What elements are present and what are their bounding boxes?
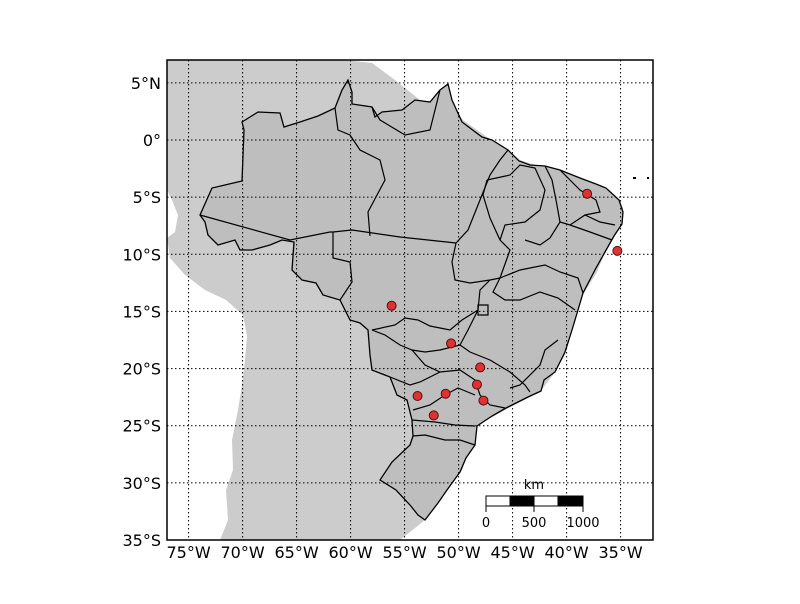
state-border [509,339,559,389]
location-marker [428,410,439,421]
state-border [371,309,479,353]
location-marker [478,395,489,406]
lat-tick-label: 10°S [122,245,161,264]
lon-tick-label: 35°W [599,543,643,562]
lat-tick-label: 5°S [133,188,161,207]
location-marker [386,300,397,311]
graticule [167,60,653,540]
state-border [411,349,506,409]
state-border [371,279,491,331]
state-border [389,371,441,386]
state-border [569,224,613,241]
location-marker [475,362,486,373]
state-border [492,277,576,311]
scale-segment [533,495,559,507]
lat-tick-label: 0° [143,131,161,150]
scale-label-500: 500 [522,516,547,531]
scale-unit-label: km [524,478,544,493]
scale-segment [557,495,584,507]
state-border [411,419,476,427]
state-border [584,214,616,226]
lat-tick-label: 30°S [122,474,161,493]
state-border [477,304,489,316]
lon-tick-label: 45°W [491,543,535,562]
lat-tick-label: 15°S [122,302,161,321]
state-border [486,164,546,241]
map-frame [166,59,654,541]
state-border [334,107,386,237]
lat-tick-label: 35°S [122,531,161,550]
location-marker [412,391,423,401]
scale-segment [509,495,535,507]
atlantic-islands [633,177,649,179]
location-marker [612,245,623,256]
lat-tick-label: 20°S [122,360,161,379]
location-marker [471,379,482,390]
scale-label-0: 0 [482,516,490,531]
lon-tick-label: 70°W [221,543,265,562]
lon-tick-label: 40°W [545,543,589,562]
map-plot-area [167,60,653,540]
location-markers [386,188,623,421]
location-marker [446,338,457,349]
lon-tick-label: 65°W [275,543,319,562]
lon-tick-label: 75°W [167,543,211,562]
state-border [412,434,476,446]
state-border [459,344,531,393]
lon-tick-label: 60°W [329,543,373,562]
tick-labels: 75°W 70°W 65°W 60°W 55°W 50°W 45°W 40°W 35°W 5°N 0… [122,74,642,562]
state-border [371,89,441,136]
lon-tick-label: 50°W [437,543,481,562]
scale-segment [485,495,511,507]
state-border [499,264,584,294]
lon-tick-label: 55°W [383,543,427,562]
brazil-territory [199,78,624,521]
island [647,177,649,179]
scale-label-1000: 1000 [566,516,599,531]
location-marker [440,388,451,399]
scale-bar: km 0 500 1000 [482,478,600,531]
lat-tick-label: 5°N [131,74,161,93]
lat-tick-label: 25°S [122,417,161,436]
location-marker [582,188,593,199]
state-border [451,242,501,284]
island [633,177,636,179]
state-border [332,232,353,301]
